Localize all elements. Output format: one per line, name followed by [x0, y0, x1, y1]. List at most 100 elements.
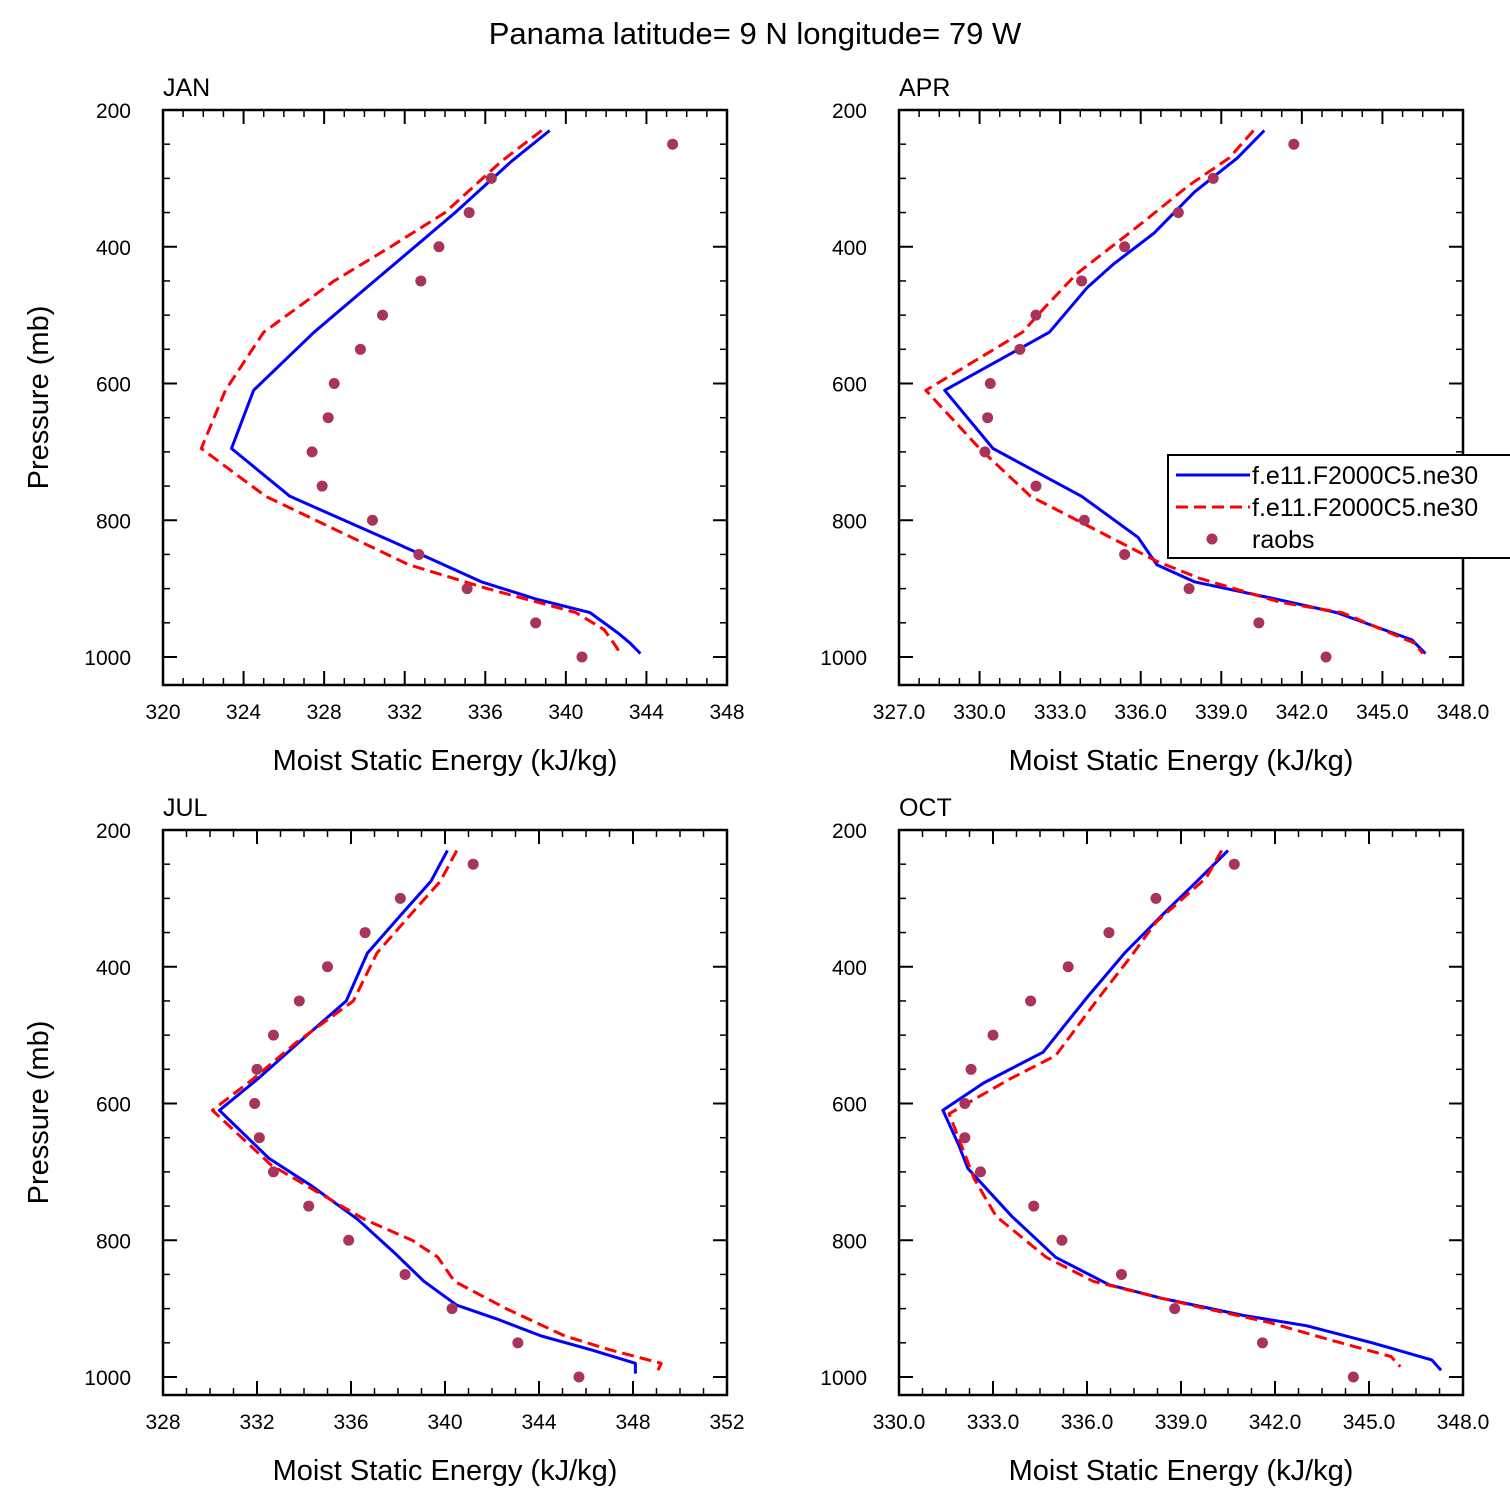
raobs-point [267, 1029, 279, 1041]
raobs-point [306, 446, 318, 458]
plot-frame [897, 828, 1465, 1397]
raobs-point [1014, 343, 1026, 355]
y-tick-label: 1000 [820, 1367, 867, 1390]
raobs-point [979, 446, 991, 458]
x-tick-label: 340 [548, 701, 583, 724]
raobs-point [1169, 1303, 1181, 1315]
raobs-point [1119, 241, 1131, 253]
x-tick-label: 336 [333, 1411, 368, 1434]
raobs-point [316, 480, 328, 492]
panel-title: OCT [899, 794, 952, 822]
x-tick-label: 327.0 [873, 701, 926, 724]
raobs-point [1320, 651, 1332, 663]
x-axis-title: Moist Static Energy (kJ/kg) [1009, 745, 1354, 777]
raobs-point [1078, 514, 1090, 526]
raobs-point [322, 412, 334, 424]
x-tick-label: 330.0 [873, 1411, 926, 1434]
x-tick-label: 336 [468, 701, 503, 724]
panel-title: JUL [163, 794, 208, 822]
x-tick-label: 348 [615, 1411, 650, 1434]
series-line-solid [230, 129, 642, 655]
legend-label: f.e11.F2000C5.ne30 [1252, 494, 1478, 522]
raobs-point [1056, 1234, 1068, 1246]
panel-jan: 320 324 328 332 336 340 344 348 200 400 600 800 1000… [23, 74, 745, 777]
raobs-point [1253, 617, 1265, 629]
figure-title: Panama latitude= 9 N longitude= 79 W [489, 16, 1022, 51]
raobs-point [1103, 927, 1115, 939]
series-line-dashed [947, 849, 1402, 1368]
raobs-point [1228, 858, 1240, 870]
y-tick-label: 400 [832, 957, 867, 980]
x-tick-label: 320 [145, 701, 180, 724]
x-tick-label: 352 [709, 1411, 744, 1434]
x-axis-title: Moist Static Energy (kJ/kg) [273, 1455, 618, 1487]
raobs-point [293, 995, 305, 1007]
raobs-point [573, 1371, 585, 1383]
raobs-point [251, 1063, 263, 1075]
x-tick-label: 342.0 [1249, 1411, 1302, 1434]
raobs-point [1183, 583, 1195, 595]
raobs-point [377, 309, 389, 321]
raobs-point [399, 1268, 411, 1280]
x-tick-label: 336.0 [1061, 1411, 1114, 1434]
raobs-point [1028, 1200, 1040, 1212]
x-axis-title: Moist Static Energy (kJ/kg) [273, 745, 618, 777]
x-tick-label: 339.0 [1195, 701, 1248, 724]
series-line-solid [217, 849, 637, 1374]
y-tick-label: 1000 [84, 647, 131, 670]
x-tick-label: 348 [709, 701, 744, 724]
raobs-point [984, 378, 996, 389]
panel-title: APR [899, 74, 950, 102]
series-line-dashed [210, 849, 663, 1375]
y-tick-label: 200 [96, 820, 131, 843]
raobs-point [1172, 207, 1184, 219]
raobs-point [433, 241, 445, 253]
raobs-point [982, 412, 994, 424]
y-tick-label: 800 [96, 510, 131, 533]
raobs-point [1207, 172, 1219, 184]
y-tick-label: 200 [96, 100, 131, 123]
raobs-point [959, 1132, 971, 1144]
raobs-point [1062, 961, 1074, 973]
y-tick-label: 600 [832, 1094, 867, 1117]
raobs-point [512, 1337, 524, 1349]
raobs-point [576, 651, 588, 663]
raobs-point [322, 961, 333, 973]
x-tick-label: 348.0 [1437, 701, 1490, 724]
x-tick-label: 332 [239, 1411, 274, 1434]
panel-title: JAN [163, 74, 210, 102]
x-tick-label: 344 [521, 1411, 556, 1434]
raobs-point [1076, 275, 1088, 287]
raobs-point [965, 1063, 977, 1075]
raobs-point [987, 1029, 999, 1041]
series-line-solid [943, 129, 1427, 655]
raobs-point [1115, 1268, 1127, 1280]
raobs-point [1025, 995, 1037, 1007]
raobs-point [959, 1098, 971, 1109]
raobs-point [1256, 1337, 1268, 1349]
y-tick-label: 400 [832, 237, 867, 260]
x-tick-label: 330.0 [953, 701, 1006, 724]
x-tick-label: 345.0 [1343, 1411, 1396, 1434]
raobs-point [354, 343, 366, 355]
panel-jul: 328 332 336 340 344 348 352 200 400 600 800 1000 JUL… [23, 794, 745, 1487]
x-tick-label: 340 [427, 1411, 462, 1434]
series-line-dashed [199, 129, 622, 655]
raobs-point [328, 378, 340, 389]
raobs-point [249, 1098, 261, 1109]
raobs-point [467, 858, 479, 870]
raobs-point [366, 514, 378, 526]
x-tick-label: 328 [145, 1411, 180, 1434]
y-tick-label: 800 [832, 1230, 867, 1253]
raobs-point [485, 172, 497, 184]
x-tick-label: 328 [307, 701, 342, 724]
y-axis-title: Pressure (mb) [23, 1021, 55, 1205]
raobs-point [253, 1132, 265, 1144]
raobs-point [1030, 480, 1042, 492]
y-tick-label: 600 [96, 1094, 131, 1117]
y-axis-title: Pressure (mb) [23, 306, 55, 490]
series-line-solid [941, 849, 1443, 1372]
plot-frame [897, 108, 1465, 687]
x-tick-label: 332 [387, 701, 422, 724]
